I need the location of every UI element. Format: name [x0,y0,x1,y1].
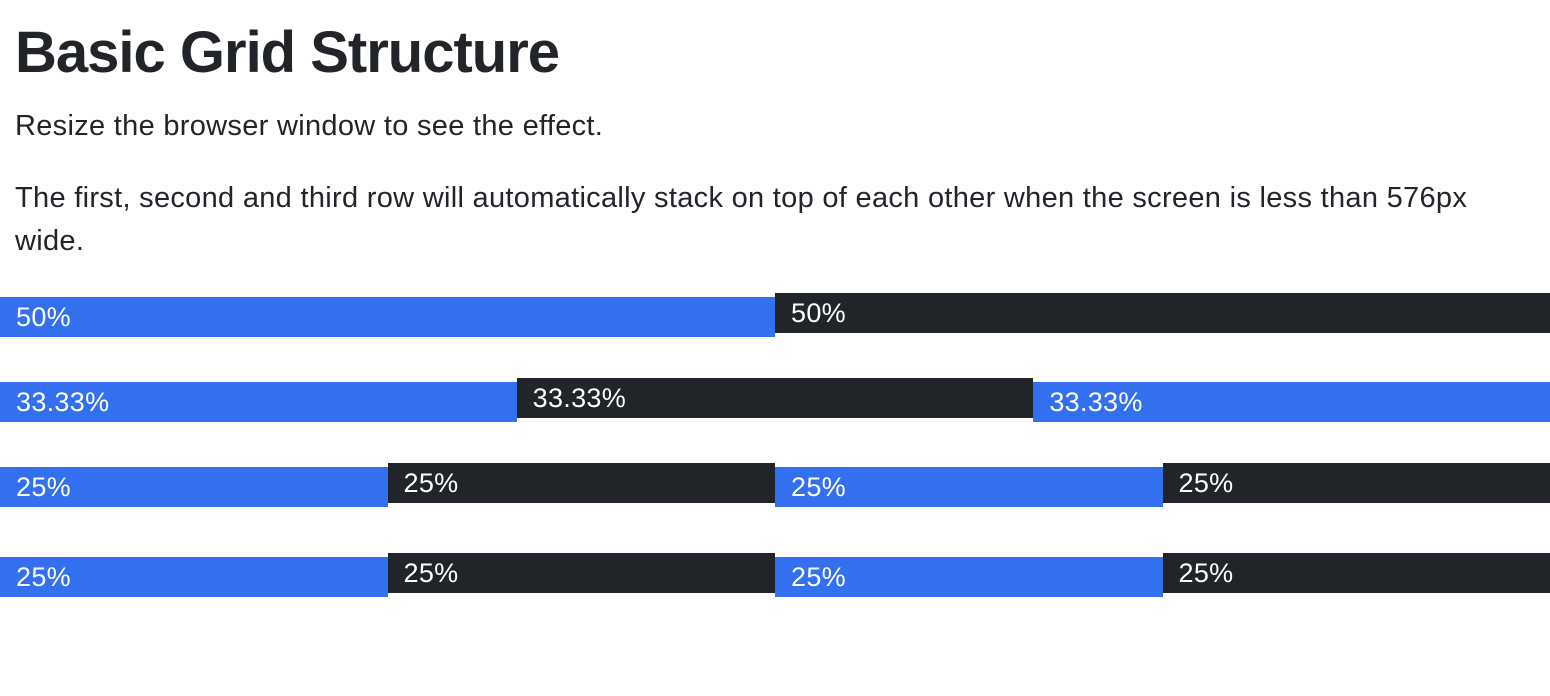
grid-column: 25% [387,462,775,503]
grid-column: 50% [775,292,1550,333]
grid-column: 25% [1162,462,1550,503]
grid-column: 25% [387,552,775,593]
grid-demo: 50% 50% 33.33% 33.33% 33.33% 25% 25% 25% 25% 25% 2… [0,292,1550,597]
grid-row-3: 25% 25% 25% 25% [0,462,1550,507]
stacking-description-line-2: wide. [15,224,85,257]
stacking-description-paragraph: The first, second and third row will aut… [15,177,1535,263]
header-text-block: Basic Grid Structure Resize the browser … [0,20,1550,263]
grid-row-1: 50% 50% [0,292,1550,337]
grid-column: 25% [775,556,1163,597]
page-title: Basic Grid Structure [15,20,560,85]
grid-row-2: 33.33% 33.33% 33.33% [0,377,1550,422]
grid-row-4: 25% 25% 25% 25% [0,552,1550,597]
grid-column: 25% [775,466,1163,507]
grid-column: 25% [0,556,388,597]
grid-column: 33.33% [0,381,517,422]
grid-column: 25% [0,466,388,507]
grid-column: 33.33% [1033,381,1550,422]
grid-column: 50% [0,296,775,337]
stacking-description-line-1: The first, second and third row will aut… [15,181,1468,214]
grid-column: 25% [1162,552,1550,593]
resize-hint-paragraph: Resize the browser window to see the eff… [15,109,604,142]
grid-column: 33.33% [516,377,1034,418]
